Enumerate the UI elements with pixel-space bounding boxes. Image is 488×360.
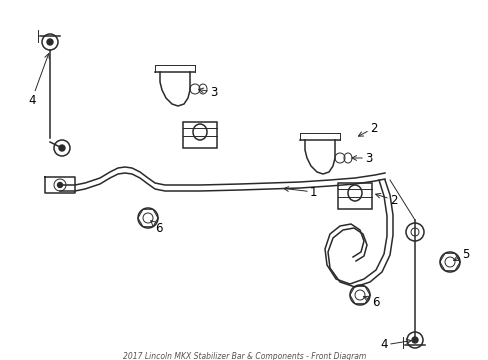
Circle shape [59,145,65,151]
Text: 2: 2 [358,122,377,136]
Text: 3: 3 [199,85,217,99]
Circle shape [58,183,62,188]
Text: 2017 Lincoln MKX Stabilizer Bar & Components - Front Diagram: 2017 Lincoln MKX Stabilizer Bar & Compon… [122,352,366,360]
Text: 6: 6 [363,296,379,309]
Text: 1: 1 [283,185,317,198]
Text: 4: 4 [380,338,410,351]
Circle shape [411,337,417,343]
Circle shape [47,39,53,45]
Text: 2: 2 [375,193,397,207]
Text: 3: 3 [351,152,372,165]
Text: 5: 5 [452,248,468,261]
Text: 6: 6 [150,221,162,234]
Text: 4: 4 [28,54,49,107]
